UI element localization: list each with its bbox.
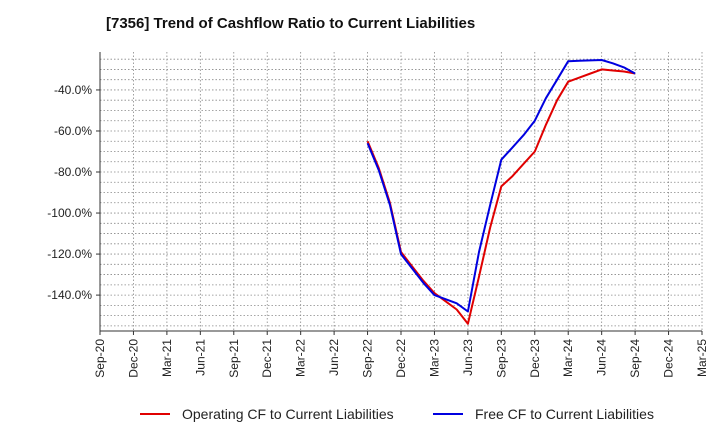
- grid: [99, 52, 703, 331]
- legend-label: Free CF to Current Liabilities: [475, 406, 654, 422]
- plot-area: [100, 52, 702, 331]
- series-line-operating-cf: [366, 68, 636, 325]
- x-tick-label: Jun-22: [327, 339, 341, 376]
- series-line-free-cf: [366, 59, 636, 313]
- legend-label: Operating CF to Current Liabilities: [182, 406, 394, 422]
- x-tick-label: Sep-20: [93, 339, 107, 378]
- x-tick-label: Sep-21: [227, 339, 241, 378]
- x-tick-label: Mar-22: [294, 339, 308, 377]
- x-tick-label: Mar-21: [160, 339, 174, 377]
- x-tick-label: Dec-23: [528, 339, 542, 378]
- legend: Operating CF to Current Liabilities Free …: [140, 406, 654, 422]
- series-layer: [366, 59, 636, 325]
- x-tick-label: Dec-24: [662, 339, 676, 378]
- y-tick-label: -100.0%: [47, 206, 92, 220]
- x-tick-label: Dec-20: [126, 339, 140, 378]
- chart-title: [7356] Trend of Cashflow Ratio to Curren…: [106, 15, 476, 32]
- x-tick-label: Dec-22: [394, 339, 408, 378]
- x-tick-label: Mar-23: [427, 339, 441, 377]
- x-tick-label: Mar-25: [695, 339, 709, 377]
- x-tick-label: Jun-23: [461, 339, 475, 376]
- x-tick-label: Jun-24: [595, 339, 609, 376]
- y-tick-label: -80.0%: [54, 165, 92, 179]
- x-tick-label: Sep-23: [494, 339, 508, 378]
- y-tick-label: -140.0%: [47, 288, 92, 302]
- x-tick-label: Dec-21: [260, 339, 274, 378]
- y-tick-label: -120.0%: [47, 247, 92, 261]
- x-tick-label: Jun-21: [193, 339, 207, 376]
- x-tick-label: Sep-22: [361, 339, 375, 378]
- x-tick-label: Mar-24: [561, 339, 575, 377]
- y-tick-label: -40.0%: [54, 83, 92, 97]
- y-tick-label: -60.0%: [54, 124, 92, 138]
- axes: Sep-20 Dec-20 Mar-21 Jun-21 Sep-21 Dec-21 Mar-…: [47, 52, 709, 378]
- x-tick-label: Sep-24: [628, 339, 642, 378]
